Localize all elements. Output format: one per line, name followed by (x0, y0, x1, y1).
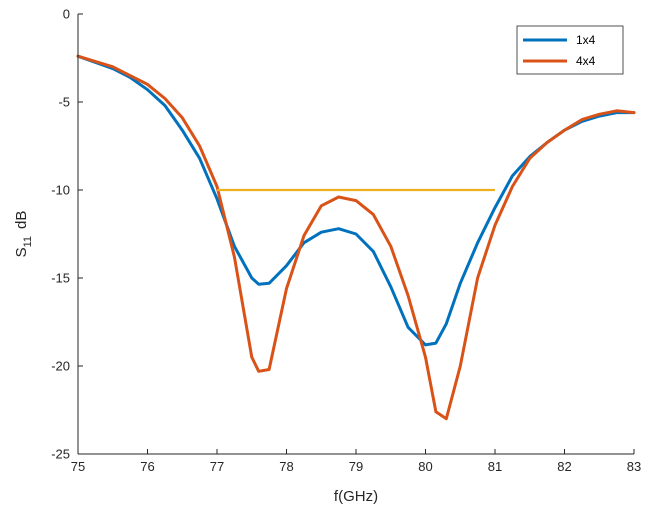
x-axis-label: f(GHz) (334, 488, 378, 505)
y-axis-label-subscript: 11 (22, 236, 34, 247)
y-tick-label: -25 (51, 447, 70, 462)
ticks-layer: 75 76 77 78 79 80 81 82 83 0 -5 -10 -15 -20 -25 (51, 7, 641, 475)
series-layer (76, 54, 636, 421)
y-tick-label: -20 (51, 359, 70, 374)
series-line-4x4 (76, 54, 636, 421)
x-tick-label: 81 (488, 459, 502, 474)
x-tick-label: 78 (279, 459, 293, 474)
x-tick-label: 75 (71, 459, 85, 474)
y-tick-label: -15 (51, 271, 70, 286)
x-tick-label: 79 (349, 459, 363, 474)
legend-label-1x4: 1x4 (576, 33, 596, 47)
y-tick-label: 0 (63, 7, 70, 22)
legend: 1x4 4x4 (516, 25, 624, 75)
y-tick-label: -5 (58, 95, 70, 110)
legend-label-4x4: 4x4 (576, 54, 596, 68)
x-tick-label: 83 (627, 459, 641, 474)
y-axis-label-unit: dB (13, 211, 30, 229)
x-tick-label: 77 (210, 459, 224, 474)
x-tick-label: 80 (418, 459, 432, 474)
x-tick-label: 82 (557, 459, 571, 474)
y-tick-label: -10 (51, 183, 70, 198)
y-axis-label: S11 dB (13, 211, 34, 258)
legend-box (516, 25, 624, 75)
x-tick-label: 76 (140, 459, 154, 474)
svg-text:S11dB: S11 dB (13, 211, 34, 258)
y-axis-label-main: S (13, 247, 30, 257)
